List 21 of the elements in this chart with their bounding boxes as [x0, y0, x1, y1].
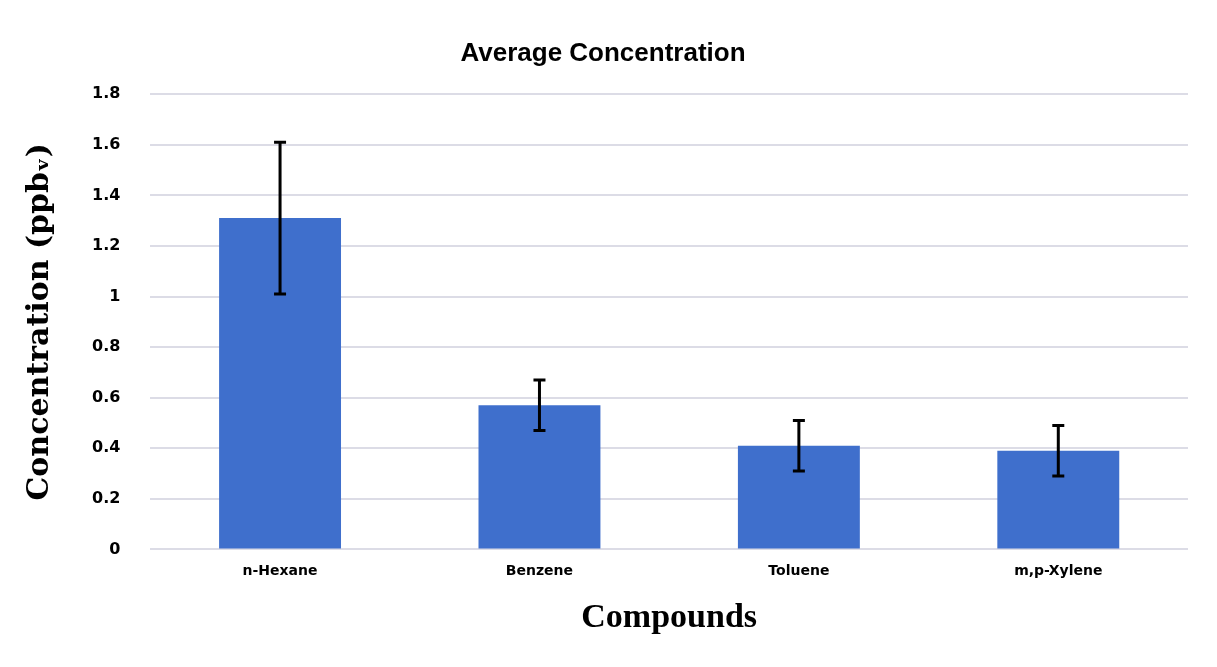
bar: [997, 450, 1120, 549]
y-tick-label: 1: [109, 285, 121, 305]
y-tick-label: 0: [109, 538, 121, 558]
y-tick-label: 0.8: [92, 336, 121, 356]
y-axis-title: Concentration (ppbᵥ): [19, 143, 55, 501]
y-tick-label: 0.4: [92, 437, 121, 457]
y-tick-label: 1.6: [92, 133, 121, 153]
bar: [737, 445, 860, 549]
x-tick-label: n-Hexane: [242, 562, 318, 579]
x-tick-label: m,p-Xylene: [1014, 562, 1103, 579]
x-axis-title: Compounds: [581, 597, 758, 635]
x-tick-label: Benzene: [505, 562, 574, 579]
y-tick-label: 1.2: [92, 235, 121, 255]
y-tick-label: 0.2: [92, 487, 121, 507]
y-tick-label: 0.6: [92, 386, 121, 406]
y-tick-label: 1.4: [92, 184, 121, 204]
chart-title: Average Concentration: [460, 36, 746, 67]
y-tick-label: 1.8: [92, 83, 121, 103]
x-tick-label: Toluene: [768, 562, 830, 579]
bar: [219, 218, 342, 549]
bar: [478, 405, 601, 549]
